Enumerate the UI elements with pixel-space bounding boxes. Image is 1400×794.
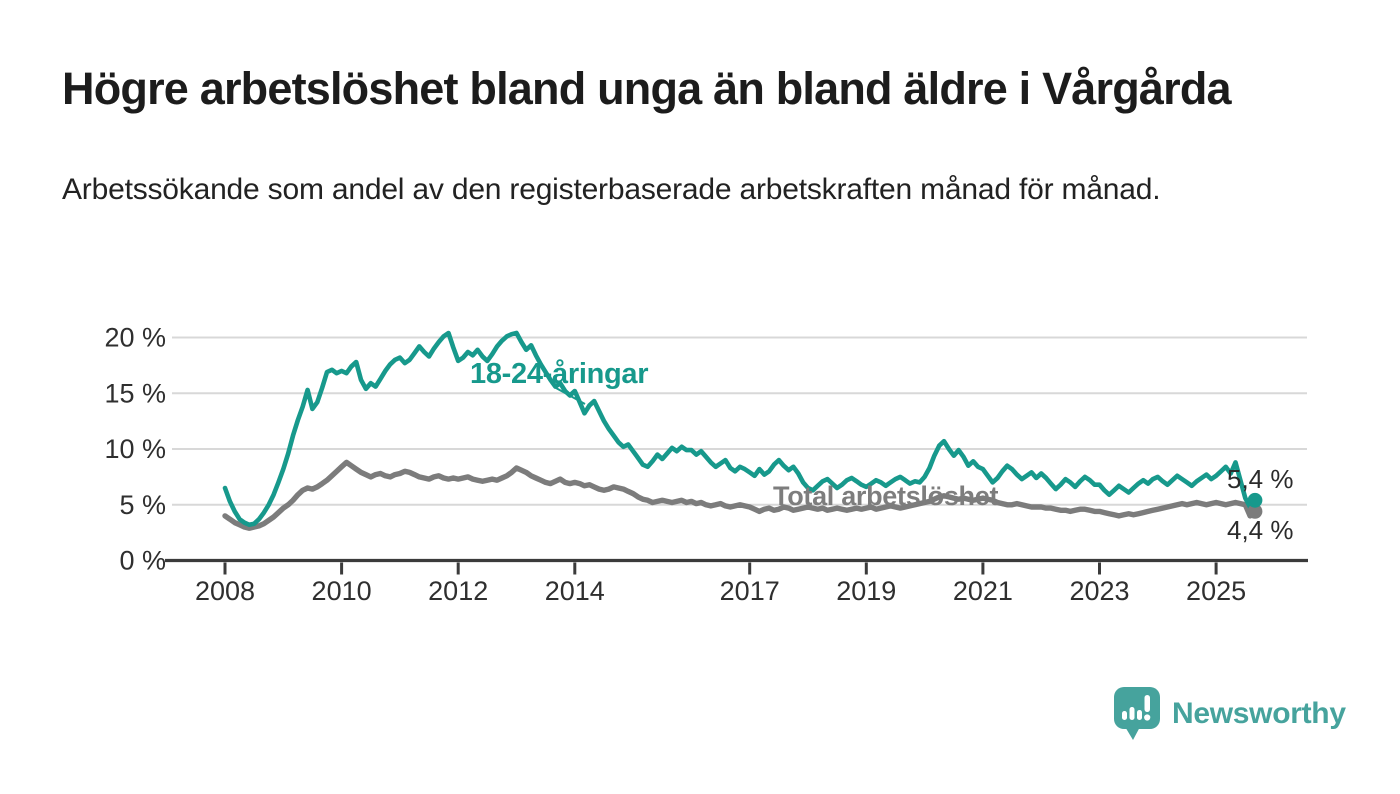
x-tick-label-2021: 2021 [953,576,1013,606]
x-tick-label-2008: 2008 [195,576,255,606]
page-title: Högre arbetslöshet bland unga än bland ä… [62,63,1232,114]
y-tick-label-10: 10 % [104,434,166,464]
series-label-young: 18-24-åringar [470,358,649,390]
x-tick-label-2023: 2023 [1069,576,1129,606]
chart-subtitle: Arbetssökande som andel av den registerb… [62,173,1161,206]
x-tick-label-2010: 2010 [312,576,372,606]
series-line-young [222,330,1258,528]
y-tick-label-15: 15 % [104,378,166,408]
series-end-dot-total [1247,504,1263,519]
newsworthy-speech-bubble-bar-chart-icon [1114,687,1160,740]
x-tick-label-2017: 2017 [720,576,780,606]
y-tick-label-0: 0 % [119,546,166,576]
young-label-leader-line [555,387,586,405]
series-lines-group [222,330,1263,531]
brand-name: Newsworthy [1172,697,1346,730]
x-tick-label-2012: 2012 [428,576,488,606]
x-tick-label-2014: 2014 [545,576,605,606]
brand-logo: Newsworthy [1113,686,1346,742]
end-value-total: 4,4 % [1227,515,1294,545]
series-end-dot-young [1247,492,1263,508]
x-tick-label-2019: 2019 [836,576,896,606]
y-tick-label-20: 20 % [104,323,166,353]
y-tick-label-5: 5 % [119,490,166,520]
gridlines-group [172,336,1307,506]
axis-group [165,558,1308,575]
series-label-total: Total arbetslöshet [773,481,999,511]
series-line-total [222,459,1258,531]
end-value-young: 5,4 % [1227,464,1294,494]
axis-tick-labels-group: 0 % 5 % 10 % 15 % 20 % 2008 2010 2012 2014 2017 20… [104,323,1246,607]
x-tick-label-2025: 2025 [1186,576,1246,606]
